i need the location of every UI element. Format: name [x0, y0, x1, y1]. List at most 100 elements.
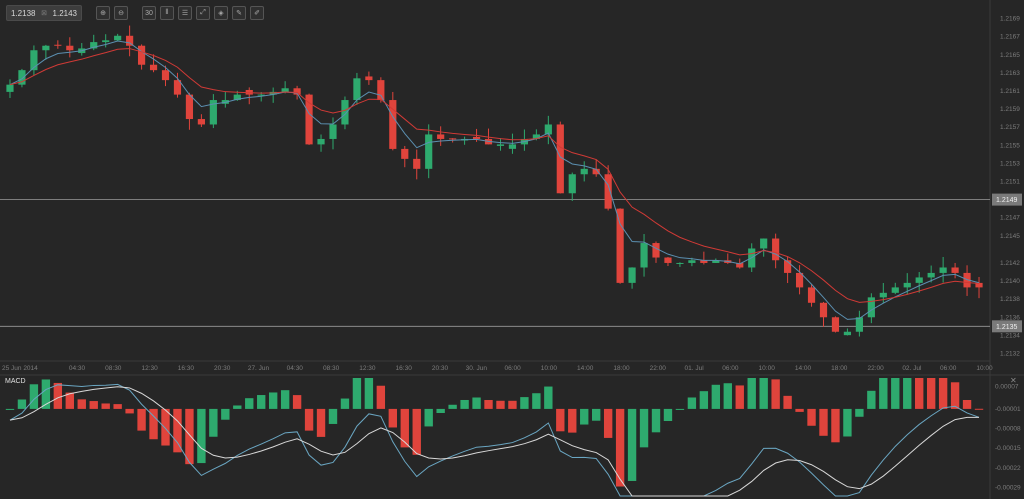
price-tick-label: 1.2147	[1000, 215, 1020, 222]
macd-histogram-bar	[843, 408, 852, 437]
candle-up	[317, 138, 325, 145]
price-tick-label: 1.2169	[1000, 16, 1020, 23]
fast-moving-average	[9, 40, 980, 320]
candle-down	[819, 302, 828, 318]
price-tick-label: 1.2155	[1000, 142, 1020, 149]
macd-histogram-bar	[771, 379, 780, 409]
price-tag	[992, 193, 1022, 206]
candle-down	[185, 94, 194, 120]
candle-down	[951, 267, 959, 273]
macd-histogram-bar	[209, 408, 218, 437]
macd-histogram-bar	[508, 400, 517, 409]
macd-histogram-bar	[615, 408, 625, 487]
tag-icon[interactable]: ◈	[214, 6, 228, 20]
candle-down	[831, 317, 840, 332]
candle-down	[66, 45, 74, 51]
macd-histogram-bar	[316, 408, 326, 437]
candle-up	[939, 267, 947, 273]
candle-down	[305, 94, 313, 145]
price-tick-label: 1.2159	[1000, 106, 1020, 113]
macd-histogram-bar	[245, 398, 254, 409]
macd-histogram-bar	[233, 405, 242, 409]
candle-down	[377, 80, 385, 101]
bid-price: 1.2138	[11, 8, 36, 18]
candle-up	[209, 100, 217, 125]
macd-histogram-bar	[855, 408, 864, 417]
candle-down	[137, 45, 146, 65]
time-tick-label: 12:30	[359, 365, 376, 372]
macd-histogram-bar	[484, 400, 493, 409]
macd-histogram-bar	[915, 378, 924, 409]
time-tick-label: 16:30	[178, 365, 195, 372]
candle-up	[353, 78, 361, 101]
time-tick-label: 08:30	[105, 365, 122, 372]
candle-down	[652, 243, 660, 258]
candle-down	[472, 136, 481, 139]
candle-down	[54, 44, 62, 46]
time-tick-label: 04:30	[287, 365, 304, 372]
time-tick-label: 08:30	[323, 365, 340, 372]
price-tag-label: 1.2135	[996, 324, 1018, 331]
candle-down	[963, 272, 971, 288]
price-tick-label: 1.2167	[1000, 34, 1020, 41]
macd-tick-label: -0.00001	[995, 406, 1021, 413]
time-tick-label: 27. Jun	[248, 365, 270, 372]
macd-histogram-bar	[867, 390, 876, 409]
candle-down	[664, 257, 672, 263]
time-tick-label: 06:00	[940, 365, 957, 372]
candle-up	[712, 260, 720, 263]
candle-up	[855, 317, 863, 332]
candle-up	[30, 50, 38, 71]
macd-histogram-bar	[699, 391, 709, 409]
candle-down	[736, 262, 744, 268]
time-tick-label: 04:30	[69, 365, 86, 372]
candle-down	[149, 64, 158, 71]
timeframe-icon[interactable]: 30	[142, 6, 156, 20]
candle-down	[449, 138, 457, 140]
macd-histogram-bar	[77, 399, 86, 409]
candle-up	[257, 94, 265, 96]
price-tag	[992, 320, 1022, 333]
candle-down	[975, 282, 983, 288]
macd-histogram-bar	[663, 408, 673, 422]
macd-histogram-bar	[376, 385, 386, 409]
indicators-icon[interactable]: ☰	[178, 6, 192, 20]
time-tick-label: 06:00	[504, 365, 521, 372]
macd-histogram-bar	[197, 408, 206, 464]
time-tick-label: 18:00	[831, 365, 848, 372]
time-tick-label: 20:30	[214, 365, 231, 372]
candle-down	[784, 260, 792, 273]
candles-icon[interactable]: ⫴	[160, 6, 174, 20]
macd-histogram-bar	[149, 408, 158, 440]
macd-histogram-bar	[580, 408, 589, 425]
macd-histogram-bar	[304, 408, 314, 431]
price-tick-label: 1.2132	[1000, 350, 1020, 357]
macd-histogram-bar	[257, 395, 266, 409]
candle-down	[173, 80, 182, 95]
macd-histogram-bar	[161, 408, 170, 446]
macd-histogram-bar	[520, 397, 529, 409]
candle-down	[293, 88, 301, 95]
quote-box[interactable]: 1.2138 ⊠ 1.2143	[6, 5, 82, 21]
macd-histogram-bar	[496, 400, 505, 409]
macd-histogram-bar	[544, 386, 553, 409]
macd-histogram-bar	[173, 408, 182, 453]
candle-up	[688, 260, 696, 263]
macd-tick-label: -0.00015	[995, 445, 1021, 452]
macd-title: MACD	[5, 378, 26, 385]
edit-icon[interactable]: ✎	[232, 6, 246, 20]
macd-histogram-bar	[747, 378, 756, 409]
zoom-out-icon[interactable]: ⊖	[114, 6, 128, 20]
macd-tick-label: -0.00029	[995, 485, 1021, 492]
pen-icon[interactable]: ✐	[250, 6, 264, 20]
candle-up	[676, 262, 684, 264]
close-macd-icon[interactable]: ✕	[1010, 376, 1017, 385]
time-tick-label: 30. Jun	[466, 365, 488, 372]
candle-up	[544, 124, 552, 135]
macd-histogram-bar	[735, 385, 744, 409]
macd-histogram-bar	[328, 408, 338, 424]
draw-icon[interactable]: ⤢	[196, 6, 210, 20]
price-tick-label: 1.2134	[1000, 332, 1020, 339]
zoom-in-icon[interactable]: ⊕	[96, 6, 110, 20]
